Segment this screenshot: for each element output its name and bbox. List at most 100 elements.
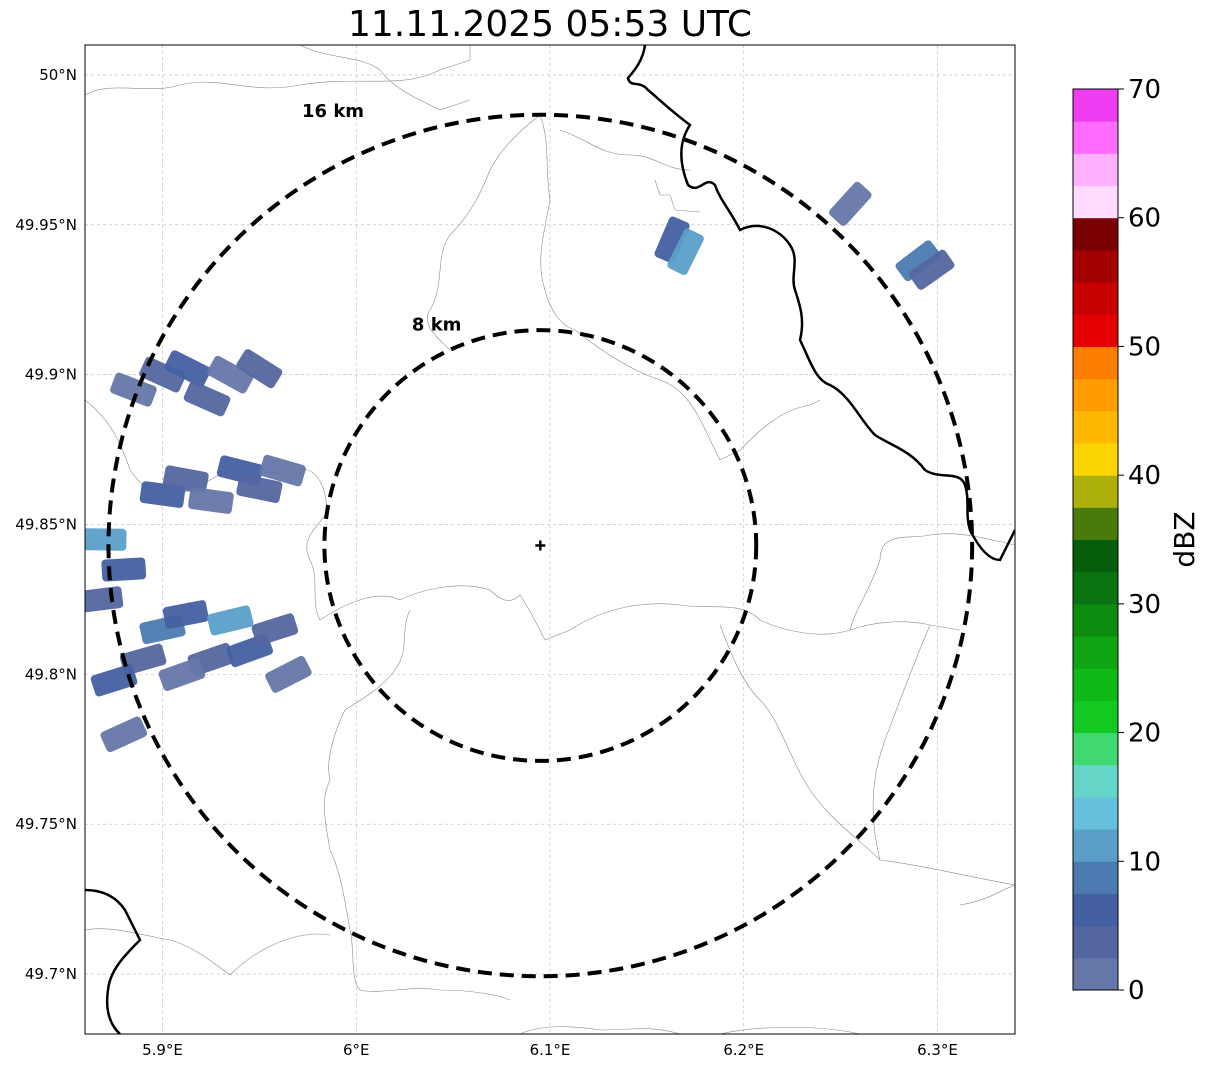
range-ring <box>106 112 975 979</box>
echo-cell <box>139 356 186 393</box>
colorbar-tick-label: 0 <box>1128 976 1145 1006</box>
border-line <box>323 609 411 851</box>
border-line <box>319 585 961 641</box>
colorbar-segment <box>1073 282 1118 315</box>
colorbar-segment <box>1073 925 1118 959</box>
border-line <box>959 884 1015 906</box>
radar-site-marker <box>535 540 546 551</box>
echo-cell <box>101 557 147 582</box>
echo-cell <box>829 181 872 226</box>
colorbar-segment <box>1073 603 1118 637</box>
colorbar-segment <box>1073 732 1118 766</box>
border-line <box>519 1026 681 1034</box>
colorbar-tick-label: 50 <box>1128 332 1161 362</box>
echo-cell <box>90 664 138 697</box>
echo-cell <box>236 349 283 389</box>
lat-tick-label: 49.95°N <box>15 216 77 234</box>
dbz-colorbar: 0 10 20 30 40 50 60 70 dBZ <box>1072 75 1201 1006</box>
lon-tick-label: 5.9°E <box>142 1041 183 1059</box>
colorbar-segment <box>1073 442 1118 476</box>
echo-cell <box>188 487 234 514</box>
colorbar-segment <box>1073 861 1118 894</box>
colorbar-segment <box>1073 153 1118 187</box>
border-line <box>654 179 701 213</box>
map-title: 11.11.2025 05:53 UTC <box>347 4 753 45</box>
range-ring-label: 16 km <box>302 101 364 122</box>
colorbar-segment <box>1073 571 1118 605</box>
echo-cell <box>164 350 211 387</box>
range-ring <box>322 328 759 763</box>
lat-tick-label: 49.7°N <box>25 965 77 983</box>
colorbar-segment <box>1073 475 1118 508</box>
lat-tick-label: 49.9°N <box>25 366 77 384</box>
border-line <box>427 114 541 351</box>
colorbar-tick-label: 70 <box>1128 75 1161 105</box>
echo-cell <box>265 655 312 693</box>
national-border <box>626 45 1015 562</box>
range-ring-labels: 8 km 16 km <box>302 101 461 335</box>
echo-cell <box>908 249 955 290</box>
colorbar-segment <box>1073 957 1118 991</box>
colorbar-segment <box>1073 668 1118 701</box>
colorbar-segment <box>1073 89 1118 122</box>
axis-tick-labels: 5.9°E 6°E 6.1°E 6.2°E 6.3°E 49.7°N 49.75°N 49.8… <box>15 66 958 1059</box>
lat-tick-label: 50°N <box>39 66 77 84</box>
radar-echoes <box>85 181 955 753</box>
echo-cell <box>158 657 206 692</box>
colorbar-segment <box>1073 346 1118 380</box>
echo-cell <box>183 380 231 417</box>
lon-tick-label: 6.2°E <box>723 1041 764 1059</box>
border-line <box>85 928 331 976</box>
echo-cell <box>259 454 306 487</box>
border-line <box>559 129 691 171</box>
colorbar-segment <box>1073 185 1118 219</box>
lat-tick-label: 49.75°N <box>15 815 77 833</box>
border-line <box>719 624 1015 886</box>
lon-tick-label: 6°E <box>343 1041 370 1059</box>
echo-cell <box>110 372 157 407</box>
echo-cell <box>207 605 254 636</box>
echo-cell <box>895 240 941 282</box>
colorbar-tick-label: 10 <box>1128 847 1161 877</box>
echo-cell <box>162 465 209 494</box>
map-gridlines <box>85 45 1015 1034</box>
colorbar-tick-label: 20 <box>1128 719 1161 749</box>
range-rings <box>106 112 975 979</box>
colorbar-segment <box>1073 796 1118 830</box>
colorbar-segment <box>1073 636 1118 669</box>
range-ring-label: 8 km <box>412 314 462 335</box>
colorbar-segment <box>1073 539 1118 573</box>
echo-cell <box>654 216 690 264</box>
colorbar-segment <box>1073 507 1118 540</box>
colorbar-segment <box>1073 217 1118 251</box>
national-border <box>85 888 142 1034</box>
lat-tick-label: 49.8°N <box>25 665 77 683</box>
lon-tick-label: 6.1°E <box>530 1041 571 1059</box>
border-line <box>299 45 471 111</box>
border-line <box>539 114 576 331</box>
echo-cell <box>100 716 148 753</box>
lat-tick-label: 49.85°N <box>15 516 77 534</box>
border-line <box>85 45 471 96</box>
colorbar-unit-label: dBZ <box>1168 511 1201 567</box>
colorbar-segment <box>1073 121 1118 154</box>
colorbar-tick-label: 40 <box>1128 461 1161 491</box>
echo-cell <box>251 613 299 646</box>
border-line <box>872 624 931 861</box>
echo-cell <box>85 528 127 551</box>
colorbar-segment <box>1073 314 1118 347</box>
echo-cell <box>236 474 283 503</box>
colorbar-segment <box>1073 410 1118 444</box>
border-line <box>739 399 821 451</box>
colorbar-segment <box>1073 764 1118 798</box>
border-line <box>329 849 511 1001</box>
echo-cell <box>207 355 254 394</box>
echo-cell <box>667 228 704 276</box>
colorbar-segment <box>1073 378 1118 412</box>
colorbar-segment <box>1073 249 1118 283</box>
border-line <box>849 533 1015 631</box>
national-borders <box>85 45 1015 1034</box>
colorbar-tick-label: 60 <box>1128 204 1161 234</box>
colorbar-segment <box>1073 700 1118 734</box>
